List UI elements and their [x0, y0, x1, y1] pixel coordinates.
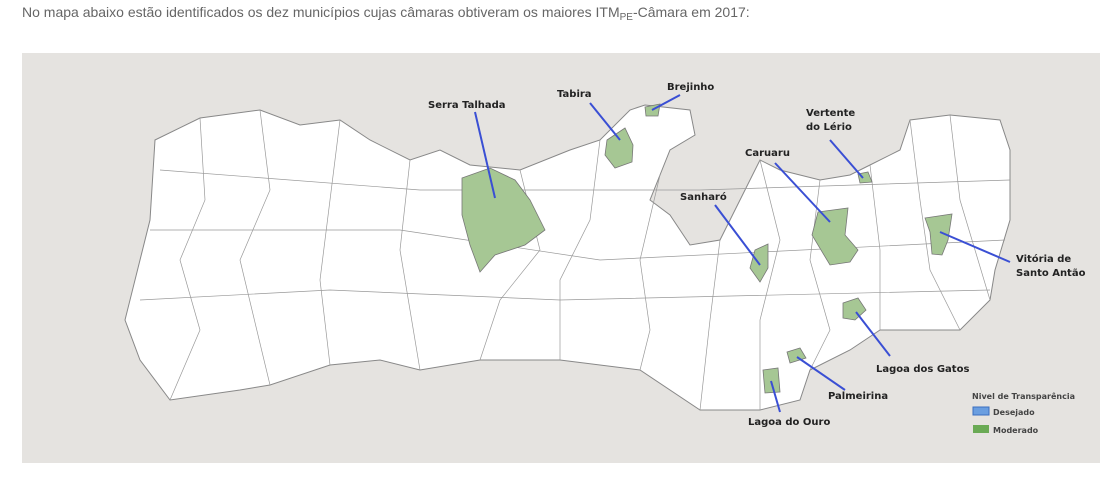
label-palmeirina: Palmeirina: [828, 391, 888, 402]
intro-main: No mapa abaixo estão identificados os de…: [22, 4, 620, 20]
map-svg: Serra Talhada Tabira Brejinho Vertente d…: [124, 82, 1086, 435]
label-caruaru: Caruaru: [745, 148, 790, 159]
label-vertente-1: Vertente: [806, 108, 855, 119]
label-tabira: Tabira: [557, 89, 592, 100]
label-vitoria-1: Vitória de: [1016, 253, 1071, 265]
legend: Nivel de Transparência Desejado Moderado: [972, 391, 1075, 435]
municipality-serra-talhada[interactable]: [461, 167, 546, 273]
intro-subscript: PE: [619, 12, 633, 23]
label-vertente-2: do Lério: [806, 121, 852, 133]
label-lagoa-dos-gatos: Lagoa dos Gatos: [876, 364, 969, 375]
municipality-tabira[interactable]: [604, 127, 634, 169]
legend-label-desejado: Desejado: [993, 408, 1035, 417]
map-labels: Serra Talhada Tabira Brejinho Vertente d…: [428, 82, 1086, 428]
intro-text: No mapa abaixo estão identificados os de…: [22, 4, 750, 23]
label-brejinho: Brejinho: [667, 82, 714, 93]
municipality-vitoria[interactable]: [924, 213, 953, 256]
municipality-lagoa-do-ouro[interactable]: [762, 367, 781, 394]
leader-lines: [474, 94, 1011, 413]
municipal-boundaries: [139, 109, 1011, 411]
legend-swatch-moderado: [973, 425, 989, 433]
label-sanharo: Sanharó: [680, 191, 727, 203]
municipality-lagoa-dos-gatos[interactable]: [842, 297, 867, 321]
legend-title: Nivel de Transparência: [972, 391, 1075, 401]
label-serra-talhada: Serra Talhada: [428, 100, 506, 111]
municipality-caruaru[interactable]: [811, 207, 859, 266]
legend-label-moderado: Moderado: [993, 426, 1039, 435]
pernambuco-map: Serra Talhada Tabira Brejinho Vertente d…: [22, 53, 1100, 463]
legend-swatch-desejado: [972, 406, 990, 416]
label-lagoa-do-ouro: Lagoa do Ouro: [748, 417, 830, 428]
intro-tail: -Câmara em 2017:: [632, 4, 750, 20]
label-vitoria-2: Santo Antão: [1016, 268, 1086, 279]
